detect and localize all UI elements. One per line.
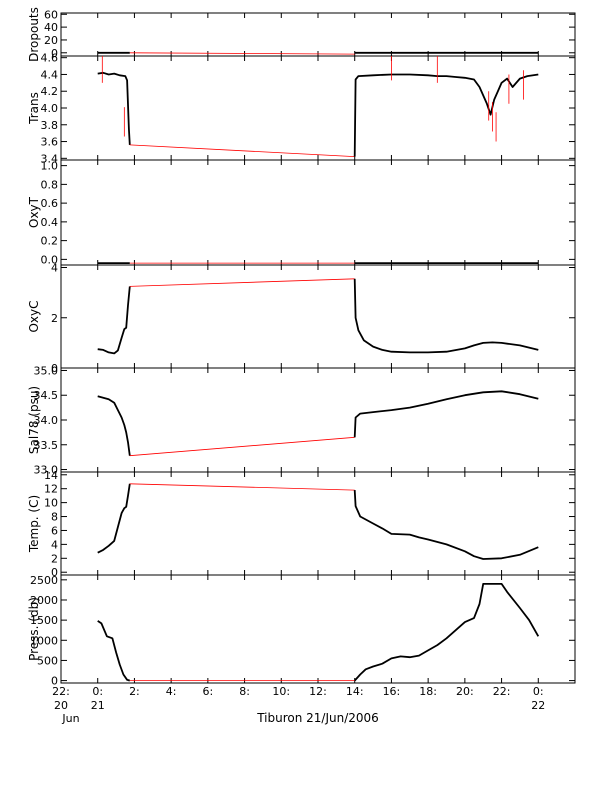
y-axis-label: OxyC	[27, 300, 41, 332]
series-line-red	[129, 52, 355, 55]
y-tick-label: 34.5	[34, 389, 59, 402]
series-line-black	[97, 395, 131, 456]
y-tick-label: 35.0	[34, 364, 59, 377]
panel-frame	[60, 55, 576, 161]
y-tick-label: 0.6	[41, 197, 59, 210]
y-tick-label: 1.0	[41, 160, 59, 173]
x-tick-date: 20	[54, 699, 68, 712]
y-tick-label: 4.6	[41, 52, 59, 65]
y-tick-label: 3.4	[41, 152, 59, 165]
panel-1: 4.6 4.4 4.2 4.0 3.8 3.6 3.4 Trans	[27, 52, 576, 165]
y-axis-label: Press. (db)	[27, 597, 41, 661]
x-tick-label: 6:	[202, 685, 213, 698]
y-axis-label: OxyT	[27, 196, 41, 228]
series-line-black	[354, 583, 540, 682]
x-tick-date: 21	[91, 699, 105, 712]
series-line-black	[353, 278, 539, 354]
panel-frame	[60, 471, 576, 576]
panel-4: 35.0 34.5 34.0 33.5 33.0 Sal78 (psu)	[27, 364, 576, 477]
y-tick-label: 1500	[30, 614, 58, 627]
x-axis-title: Tiburon 21/Jun/2006	[256, 711, 379, 725]
y-tick-label: 6	[51, 524, 58, 537]
x-tick-label: 8:	[239, 685, 250, 698]
y-tick-label: 60	[44, 8, 58, 21]
y-tick-label: 0.8	[41, 178, 59, 191]
y-tick-label: 34.0	[34, 414, 59, 427]
y-tick-label: 500	[37, 654, 58, 667]
y-tick-label: 33.5	[34, 439, 59, 452]
y-tick-label: 1000	[30, 634, 58, 647]
x-tick-label: 14:	[346, 685, 364, 698]
y-tick-label: 33.0	[34, 464, 59, 477]
y-tick-label: 0	[51, 675, 58, 688]
series-line-red	[129, 144, 355, 157]
panel-frame	[60, 367, 576, 473]
y-tick-label: 10	[44, 497, 58, 510]
y-tick-label: 4.2	[41, 85, 59, 98]
series-line-black	[97, 286, 131, 355]
x-tick-label: 22:	[493, 685, 511, 698]
y-tick-label: 0	[51, 566, 58, 579]
y-axis-label: Sal78 (psu)	[27, 386, 41, 454]
y-axis-label: Trans	[27, 92, 41, 125]
y-tick-label: 2500	[30, 574, 58, 587]
x-tick-label: 0:	[533, 685, 544, 698]
series-line-red	[129, 436, 355, 457]
y-tick-label: 3.6	[41, 136, 59, 149]
panel-frame	[60, 12, 576, 57]
y-tick-label: 3.8	[41, 119, 59, 132]
series-line-black	[97, 71, 131, 145]
x-tick-label: 0:	[92, 685, 103, 698]
x-tick-label: 2:	[129, 685, 140, 698]
x-tick-label: 22:	[52, 685, 70, 698]
x-tick-date: 22	[531, 699, 545, 712]
x-tick-label: 4:	[166, 685, 177, 698]
x-tick-month: Jun	[61, 712, 79, 725]
panel-frame	[60, 574, 576, 684]
x-tick-label: 16:	[383, 685, 401, 698]
series-line-black	[97, 483, 131, 554]
y-tick-label: 12	[44, 483, 58, 496]
y-tick-label: 8	[51, 511, 58, 524]
panel-frame	[60, 159, 576, 266]
series-line-black	[353, 390, 539, 438]
y-tick-label: 0.0	[41, 253, 59, 266]
series-line-black	[353, 490, 539, 560]
y-tick-label: 2000	[30, 594, 58, 607]
y-tick-label: 20	[44, 34, 58, 47]
x-tick-label: 20:	[456, 685, 474, 698]
y-tick-label: 4.0	[41, 102, 59, 115]
y-tick-label: 14	[44, 469, 58, 482]
series-line-red	[129, 483, 355, 491]
y-tick-label: 4	[51, 538, 58, 551]
y-tick-label: 0	[51, 362, 58, 375]
series-line-black	[97, 620, 131, 682]
y-tick-label: 2	[51, 552, 58, 565]
panel-2: 1.0 0.8 0.6 0.4 0.2 0.0 OxyT	[27, 159, 576, 266]
series-line-red	[129, 278, 355, 287]
series-line-black	[353, 73, 539, 157]
panel-3: 4 2 0 OxyC	[27, 262, 576, 375]
y-tick-label: 4	[51, 262, 58, 275]
y-axis-label: Temp. (C)	[27, 495, 41, 553]
y-tick-label: 0.4	[41, 216, 59, 229]
panel-6: 2500 2000 1500 1000 500 0 Press. (db)	[27, 574, 576, 688]
panel-frame	[60, 264, 576, 369]
y-tick-label: 4.4	[41, 68, 59, 81]
y-axis-label: Dropouts	[27, 7, 41, 62]
x-tick-label: 12:	[309, 685, 327, 698]
x-tick-label: 10:	[272, 685, 290, 698]
y-tick-label: 2	[51, 312, 58, 325]
x-tick-label: 18:	[419, 685, 437, 698]
y-tick-label: 0.2	[41, 235, 59, 248]
y-tick-label: 0	[51, 47, 58, 60]
y-tick-label: 40	[44, 21, 58, 34]
